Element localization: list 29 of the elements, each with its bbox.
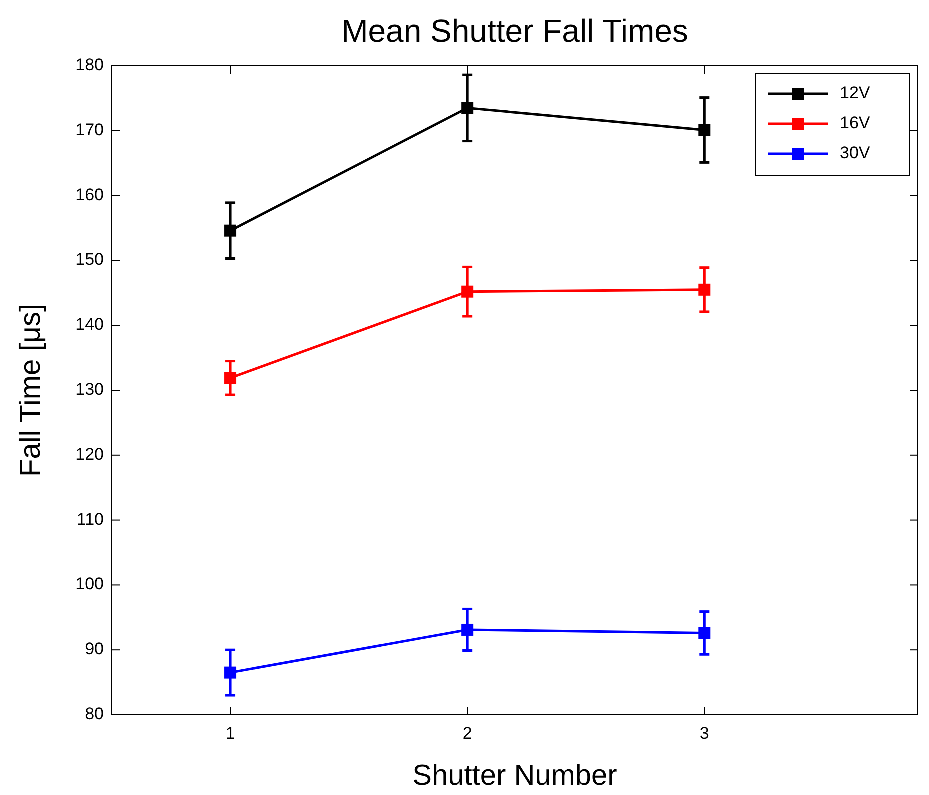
y-tick-label: 180: [76, 55, 104, 74]
point: [462, 102, 474, 114]
point: [224, 224, 237, 237]
x-tick-label: 3: [700, 724, 710, 743]
y-tick-label: 130: [76, 380, 104, 399]
point: [698, 124, 711, 136]
y-tick-label: 140: [76, 315, 104, 334]
chart-title: Mean Shutter Fall Times: [342, 13, 688, 49]
y-tick-label: 160: [76, 185, 104, 204]
point: [462, 286, 474, 298]
legend-label: 30V: [840, 143, 871, 162]
legend-label: 16V: [840, 113, 871, 132]
y-tick-label: 90: [85, 640, 104, 659]
y-tick-label: 110: [76, 510, 104, 529]
y-tick-label: 100: [76, 574, 104, 594]
x-tick-label: 1: [226, 724, 236, 743]
x-tick-label: 2: [462, 724, 472, 743]
point: [462, 624, 474, 636]
point: [698, 284, 711, 296]
point: [224, 372, 237, 384]
y-axis-title: Fall Time [μs]: [15, 304, 47, 478]
y-tick-label: 80: [85, 704, 104, 724]
y-tick-label: 170: [76, 120, 104, 140]
point: [224, 666, 237, 679]
y-tick-label: 150: [76, 250, 104, 270]
y-tick-label: 120: [76, 444, 104, 464]
point: [698, 627, 711, 640]
x-axis-title: Shutter Number: [412, 760, 618, 792]
legend-label: 12V: [840, 83, 871, 102]
